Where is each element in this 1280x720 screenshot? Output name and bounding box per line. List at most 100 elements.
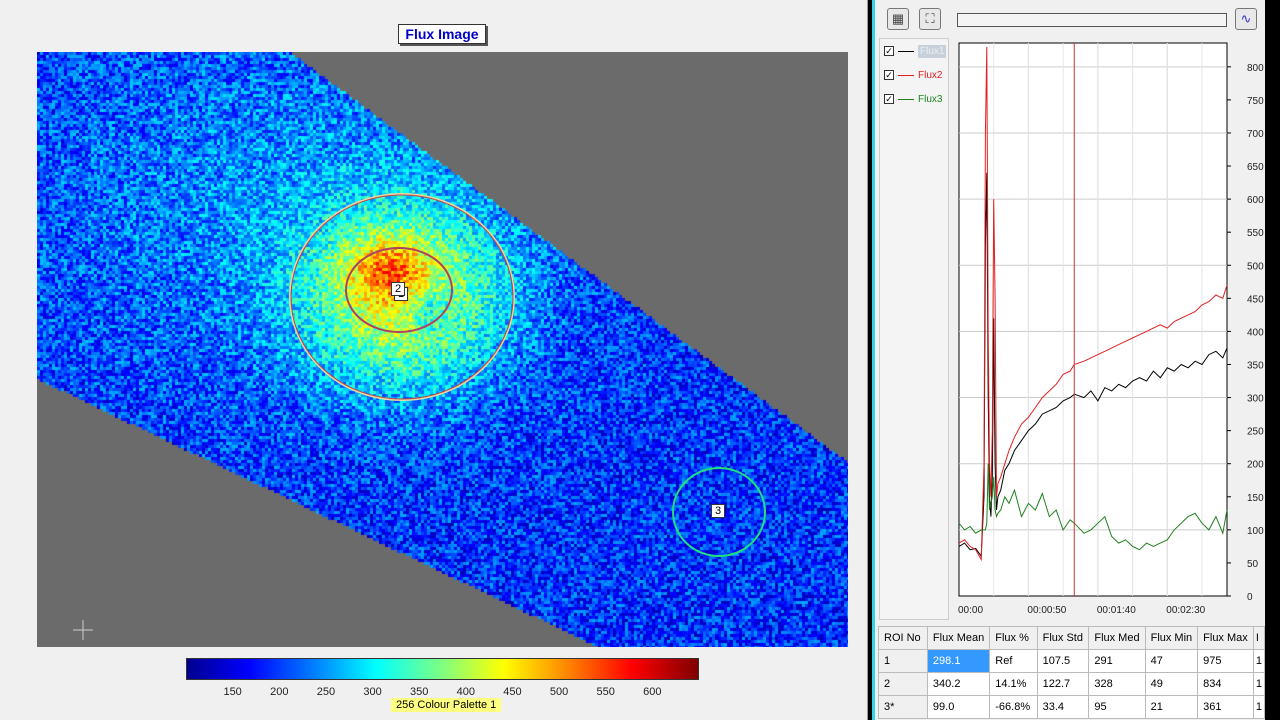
- line-swatch: [898, 74, 914, 76]
- y-tick-label: 150: [1247, 493, 1264, 504]
- cell[interactable]: 3*: [878, 695, 928, 719]
- colour-bar-tick: 200: [270, 686, 289, 698]
- y-tick-label: 50: [1247, 559, 1259, 570]
- col-header[interactable]: I: [1252, 626, 1266, 650]
- cell[interactable]: 1: [878, 649, 928, 673]
- col-header[interactable]: Flux %: [989, 626, 1038, 650]
- col-header[interactable]: Flux Max: [1197, 626, 1254, 650]
- cell[interactable]: 99.0: [926, 695, 991, 719]
- y-tick-label: 450: [1247, 294, 1264, 305]
- cell[interactable]: 834: [1197, 672, 1254, 696]
- table-row: 2 340.2 14.1% 122.7 328 49 834 1: [878, 672, 1266, 696]
- cell[interactable]: 2: [878, 672, 928, 696]
- colour-bar-tick: 300: [363, 686, 382, 698]
- legend-label: Flux2: [918, 69, 943, 81]
- crosshair-icon: [73, 620, 93, 640]
- y-tick-label: 550: [1247, 228, 1264, 239]
- cell[interactable]: 1: [1252, 672, 1266, 696]
- colour-bar: [186, 658, 699, 680]
- roi-overlay[interactable]: [37, 52, 848, 647]
- cell[interactable]: 21: [1144, 695, 1199, 719]
- checkbox[interactable]: ✓: [884, 70, 894, 80]
- roi-stats-table: ROI No Flux Mean Flux % Flux Std Flux Me…: [878, 626, 1266, 719]
- x-tick-label: 00:00: [958, 605, 983, 616]
- series-line-flux3[interactable]: [958, 463, 1228, 551]
- cell[interactable]: 47: [1144, 649, 1199, 673]
- y-tick-label: 750: [1247, 96, 1264, 107]
- col-header[interactable]: Flux Min: [1144, 626, 1199, 650]
- cell[interactable]: 291: [1088, 649, 1146, 673]
- colour-bar-tick: 550: [596, 686, 615, 698]
- y-tick-label: 300: [1247, 394, 1264, 405]
- col-header[interactable]: ROI No: [878, 626, 928, 650]
- fit-icon[interactable]: ⛶: [919, 8, 941, 30]
- roi-label-2[interactable]: 2: [391, 282, 405, 296]
- y-tick-label: 800: [1247, 63, 1264, 74]
- colour-bar-tick: 350: [409, 686, 429, 698]
- colour-bar-tick: 150: [223, 686, 242, 698]
- colour-bar-tick: 600: [643, 686, 662, 698]
- col-header[interactable]: Flux Med: [1088, 626, 1146, 650]
- col-header[interactable]: Flux Mean: [926, 626, 991, 650]
- table-header: ROI No Flux Mean Flux % Flux Std Flux Me…: [878, 626, 1266, 650]
- progress-bar: [957, 13, 1227, 27]
- y-tick-label: 100: [1247, 526, 1264, 537]
- y-tick-label: 600: [1247, 195, 1264, 206]
- line-swatch: [898, 50, 914, 52]
- waveform-icon[interactable]: ∿: [1235, 8, 1257, 30]
- flux-image-panel: Flux Image 1 2 3 15020025030035040045050…: [0, 0, 868, 720]
- cell[interactable]: 1: [1252, 649, 1266, 673]
- checkbox[interactable]: ✓: [884, 46, 894, 56]
- legend: ✓ Flux1 ✓ Flux2 ✓ Flux3: [879, 38, 949, 620]
- cell[interactable]: 49: [1144, 672, 1199, 696]
- legend-item-flux2[interactable]: ✓ Flux2: [884, 67, 942, 83]
- colour-bar-tick: 500: [549, 686, 569, 698]
- colour-bar-tick: 400: [456, 686, 475, 698]
- cell[interactable]: -66.8%: [989, 695, 1038, 719]
- colour-bar-tick: 250: [316, 686, 336, 698]
- cell[interactable]: 107.5: [1036, 649, 1090, 673]
- x-tick-label: 00:02:30: [1166, 605, 1205, 616]
- table-row: 1 298.1 Ref 107.5 291 47 975 1: [878, 649, 1266, 673]
- cell[interactable]: 33.4: [1036, 695, 1090, 719]
- series-line-flux2[interactable]: [958, 46, 1228, 562]
- cell[interactable]: 1: [1252, 695, 1266, 719]
- flux-image[interactable]: [37, 52, 848, 647]
- series-line-flux1[interactable]: [958, 172, 1228, 558]
- cell[interactable]: 340.2: [926, 672, 991, 696]
- cell[interactable]: 975: [1197, 649, 1254, 673]
- y-tick-label: 700: [1247, 129, 1264, 140]
- grid-icon[interactable]: ▦: [887, 8, 909, 30]
- colour-bar-tick: 450: [503, 686, 522, 698]
- cell[interactable]: 14.1%: [989, 672, 1038, 696]
- y-tick-label: 500: [1247, 261, 1264, 272]
- cell[interactable]: Ref: [989, 649, 1038, 673]
- x-tick-label: 00:00:50: [1027, 605, 1066, 616]
- cell[interactable]: 328: [1088, 672, 1146, 696]
- table-row: 3* 99.0 -66.8% 33.4 95 21 361 1: [878, 695, 1266, 719]
- cell[interactable]: 95: [1088, 695, 1146, 719]
- legend-label: Flux3: [918, 93, 943, 105]
- y-tick-label: 400: [1247, 327, 1264, 338]
- col-header[interactable]: Flux Std: [1036, 626, 1090, 650]
- y-tick-label: 250: [1247, 427, 1264, 438]
- palette-label[interactable]: 256 Colour Palette 1: [391, 698, 502, 712]
- legend-item-flux3[interactable]: ✓ Flux3: [884, 91, 942, 107]
- y-tick-label: 200: [1247, 460, 1264, 471]
- roi-1-inner-circle[interactable]: [345, 247, 453, 333]
- roi-3-circle[interactable]: [672, 467, 766, 557]
- y-tick-label: 350: [1247, 360, 1264, 371]
- cell[interactable]: 298.1: [926, 649, 991, 673]
- x-tick-label: 00:01:40: [1097, 605, 1136, 616]
- cell[interactable]: 122.7: [1036, 672, 1090, 696]
- roi-2-outer-circle[interactable]: [289, 193, 515, 401]
- y-tick-label: 0: [1247, 592, 1253, 603]
- checkbox[interactable]: ✓: [884, 94, 894, 104]
- legend-item-flux1[interactable]: ✓ Flux1: [884, 43, 947, 59]
- legend-label: Flux1: [918, 44, 947, 58]
- flux-trace-chart[interactable]: 0 50 100 150 200 250 300 350 400 450 500 550 600 650 7…: [953, 38, 1268, 623]
- plot-area: [958, 42, 1228, 597]
- trace-panel: ▦ ⛶ ∿ ✓ Flux1 ✓ Flux2 ✓ Flux3 0 50 100 150 200 2…: [872, 0, 1268, 720]
- roi-label-3[interactable]: 3: [711, 504, 725, 518]
- cell[interactable]: 361: [1197, 695, 1254, 719]
